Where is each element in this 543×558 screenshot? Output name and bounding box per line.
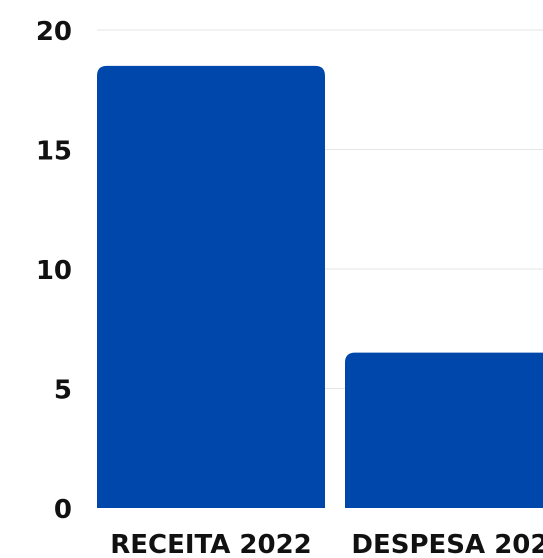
y-tick-label: 20 (36, 17, 72, 47)
bar-despesa-2022 (345, 352, 543, 508)
y-tick-label: 0 (54, 495, 72, 525)
y-axis-ticks: 0 5 10 15 20 (36, 17, 72, 525)
y-tick-label: 15 (36, 137, 72, 167)
x-category-label: RECEITA 2022 (110, 530, 312, 558)
x-category-label: DESPESA 2022 (351, 530, 543, 558)
x-axis-labels: RECEITA 2022 DESPESA 2022 (110, 530, 543, 558)
bars (97, 65, 543, 508)
y-tick-label: 5 (54, 376, 72, 406)
y-tick-label: 10 (36, 256, 72, 286)
bar-receita-2022 (97, 65, 325, 508)
